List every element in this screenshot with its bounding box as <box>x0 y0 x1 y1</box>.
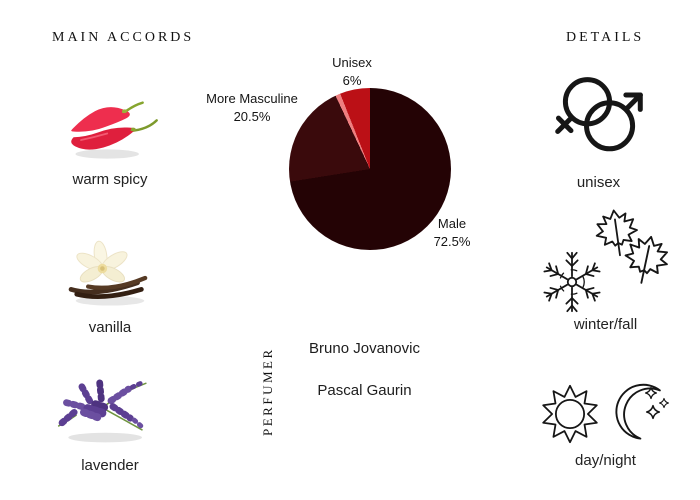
snowflake-arms <box>543 251 601 313</box>
detail-item-day-night: day/night <box>538 378 673 469</box>
vanilla-flower-pods-image <box>68 240 148 306</box>
pie-label-more-masculine: More Masculine 20.5% <box>206 91 298 124</box>
accord-label-vanilla: vanilla <box>88 319 132 336</box>
winter-fall-icon-group <box>538 206 673 316</box>
detail-label-day-night: day/night <box>575 452 636 469</box>
day-night-icon-group <box>538 378 673 448</box>
detail-item-winter-fall: winter/fall <box>538 206 673 333</box>
detail-item-unisex: unisex <box>536 72 661 191</box>
perfumer-name: Bruno Jovanovic <box>309 340 420 357</box>
accord-item-lavender: lavender <box>44 362 176 474</box>
sun-icon <box>542 384 598 444</box>
details-title: DETAILS <box>566 30 645 45</box>
lavender-sprig-image <box>57 376 147 443</box>
accord-item-vanilla: vanilla <box>50 240 170 336</box>
snowflake-icon <box>543 251 601 313</box>
perfumer-title: PERFUMER <box>260 347 275 436</box>
moon-icon <box>615 383 670 440</box>
gender-unisex-icon <box>554 77 643 152</box>
main-accords-title: MAIN ACCORDS <box>52 30 195 45</box>
maple-leaf-icon <box>624 235 668 284</box>
perfumer-name: Pascal Gaurin <box>317 382 412 399</box>
pie-label-male: Male 72.5% <box>433 216 471 249</box>
pie-chart <box>289 88 451 250</box>
pie-label-unisex: Unisex 6% <box>332 55 372 88</box>
detail-label-unisex: unisex <box>576 174 621 191</box>
detail-label-winter-fall: winter/fall <box>573 316 638 333</box>
chili-peppers-image <box>71 101 158 159</box>
accord-label-warm-spicy: warm spicy <box>72 171 148 188</box>
accord-item-warm-spicy: warm spicy <box>50 98 170 188</box>
accord-label-lavender: lavender <box>81 457 139 474</box>
maple-leaf-icon <box>595 209 638 257</box>
perfumer-names: Bruno Jovanovic Pascal Gaurin <box>292 340 437 424</box>
sparkle-icon <box>644 386 670 420</box>
